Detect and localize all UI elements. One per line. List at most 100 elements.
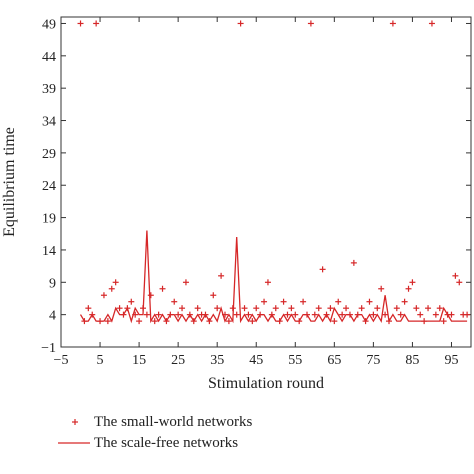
data-point-small-world [124,305,131,312]
data-point-small-world [128,298,135,305]
data-point-small-world [327,305,334,312]
data-point-small-world [237,20,244,27]
data-point-small-world [116,305,123,312]
data-point-small-world [417,311,424,318]
data-point-small-world [167,311,174,318]
data-point-small-world [190,318,197,325]
data-point-small-world [288,305,295,312]
data-point-small-world [366,298,373,305]
data-point-small-world [346,311,353,318]
data-point-small-world [151,318,158,325]
y-tick-label: 44 [42,50,56,65]
data-point-small-world [245,311,252,318]
data-point-small-world [386,318,392,325]
data-point-small-world [100,292,107,299]
y-tick-label: 49 [42,17,56,32]
y-tick-label: 34 [42,115,56,130]
data-point-small-world [175,311,182,318]
plot-area-border [60,16,472,348]
data-point-small-world [452,272,459,279]
data-point-small-world [171,298,178,305]
data-point-small-world [93,20,100,27]
data-point-small-world [249,318,256,325]
legend-marker-small-world [72,419,78,425]
data-point-small-world [409,279,416,286]
data-point-small-world [389,20,396,27]
data-point-small-world [268,311,275,318]
data-point-small-world [202,311,209,318]
data-point-small-world [147,292,154,299]
data-point-small-world [163,318,170,325]
y-tick-label: −1 [41,341,56,356]
data-point-small-world [89,311,96,318]
x-tick-label: 75 [366,353,380,368]
data-point-small-world [319,266,326,273]
series-line-scale-free [79,230,468,324]
data-point-small-world [382,311,389,318]
data-point-small-world [272,305,279,312]
x-tick-label: −5 [54,353,69,368]
data-point-small-world [276,318,283,325]
data-point-small-world [397,311,404,318]
data-point-small-world [257,311,264,318]
data-point-small-world [425,305,432,312]
y-axis-label: Equilibrium time [1,127,18,237]
data-point-small-world [456,279,463,286]
data-point-small-world [214,305,221,312]
data-point-small-world [335,298,342,305]
data-point-small-world [292,311,299,318]
data-point-small-world [222,311,228,318]
data-point-small-world [182,279,189,286]
data-point-small-world [104,318,111,325]
data-point-small-world [331,318,338,325]
data-point-small-world [405,285,412,292]
data-point-small-world [374,305,381,312]
data-point-small-world [362,318,369,325]
x-axis: −5 5 15 25 35 45 55 65 75 85 95 [54,17,458,368]
x-tick-label: 65 [327,353,341,368]
y-tick-label: 9 [49,276,56,291]
data-point-small-world [120,311,127,318]
data-point-small-world [97,318,104,325]
data-point-small-world [132,311,139,318]
legend: The small-world networks The scale-free n… [58,414,252,451]
data-point-small-world [194,305,201,312]
data-point-small-world [421,318,428,325]
data-point-small-world [179,305,186,312]
data-point-small-world [159,285,166,292]
data-point-small-world [233,311,240,318]
data-point-small-world [112,279,119,286]
y-tick-label: 24 [42,179,56,194]
data-point-small-world [264,279,271,286]
data-point-small-world [311,311,318,318]
x-tick-label: 35 [210,353,224,368]
x-tick-label: 55 [288,353,302,368]
data-point-small-world [370,311,377,318]
data-point-small-world [315,305,322,312]
data-point-small-world [206,318,213,325]
data-point-small-world [413,305,420,312]
data-point-small-world [155,311,162,318]
data-point-small-world [229,305,236,312]
data-point-small-world [343,305,350,312]
legend-label-small-world: The small-world networks [94,414,252,430]
plot-frame [60,16,472,348]
x-axis-label: Stimulation round [208,375,324,392]
data-point-small-world [307,20,314,27]
data-point-small-world [436,305,443,312]
data-point-small-world [300,298,307,305]
y-tick-label: 39 [42,82,56,97]
data-point-small-world [440,318,447,325]
data-point-small-world [280,298,287,305]
data-point-small-world [140,305,146,312]
x-tick-label: 25 [171,353,185,368]
data-point-small-world [354,311,361,318]
data-point-small-world [428,20,435,27]
data-point-small-world [448,311,455,318]
data-point-small-world [253,305,260,312]
data-point-small-world [143,311,150,318]
data-point-small-world [358,305,365,312]
x-tick-label: 85 [405,353,419,368]
data-point-small-world [261,298,268,305]
